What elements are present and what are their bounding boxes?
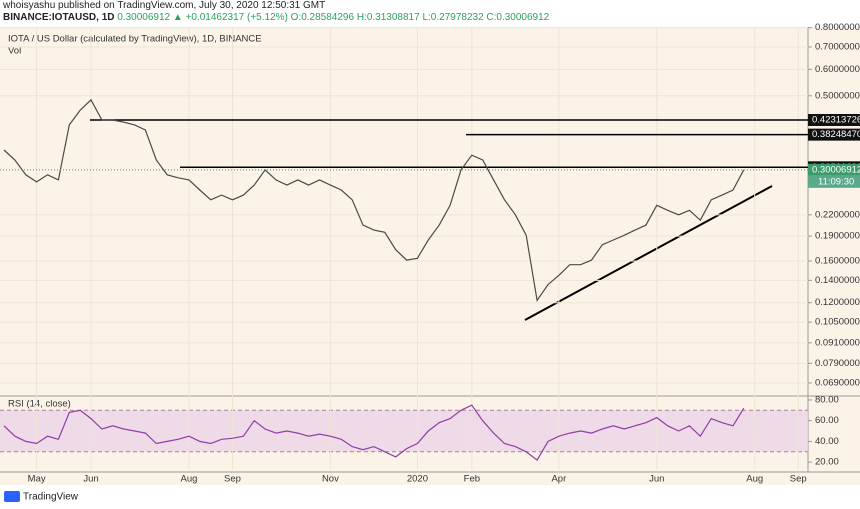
rsi-band	[0, 410, 808, 452]
change: ▲ +0.01462317 (+5.12%)	[172, 12, 288, 23]
x-tick-label: Jun	[649, 474, 664, 485]
y2-tick-label: 60.00	[815, 415, 839, 426]
level-tag	[808, 113, 860, 126]
footer-logo: TradingView	[4, 491, 79, 503]
x-tick-label: Aug	[181, 474, 198, 485]
price-line	[3, 98, 745, 302]
rsi-title: RSI (14, close)	[8, 399, 71, 410]
rsi-line	[3, 404, 745, 461]
x-tick-label: Jun	[83, 474, 98, 485]
x-tick-label: Apr	[551, 474, 566, 485]
last-price-label: 0.30006912	[812, 164, 860, 175]
last-price-tag	[808, 163, 860, 176]
logo-icon	[4, 491, 20, 502]
y-tick-label: 0.06900000	[815, 377, 860, 388]
brand: TradingView	[23, 492, 79, 503]
x-tick-label: Sep	[790, 474, 807, 485]
header: whoisyashu published on TradingView.com,…	[3, 0, 549, 24]
level-tag	[808, 128, 860, 141]
trend-line	[524, 185, 773, 321]
x-tick-label: Sep	[224, 474, 241, 485]
y2-tick-label: 20.00	[815, 457, 839, 468]
y2-tick-label: 80.00	[815, 394, 839, 405]
level-label: 0.42313726	[812, 115, 860, 126]
countdown-tag	[808, 175, 860, 188]
chart-bg	[0, 27, 860, 485]
low: L:0.27978232	[422, 12, 484, 23]
open: O:0.28584296	[290, 12, 355, 23]
x-tick-label: Feb	[464, 474, 480, 485]
x-tick-label: Nov	[322, 474, 339, 485]
countdown-label: 11:09:30	[818, 176, 854, 187]
level-label: 0.38248470	[812, 129, 860, 140]
x-tick-label: May	[28, 474, 46, 485]
series-title: IOTA / US Dollar (calculated by TradingV…	[8, 34, 262, 45]
x-tick-label: Aug	[746, 474, 763, 485]
last: 0.30006912	[117, 12, 171, 23]
high: H:0.31308817	[356, 12, 420, 23]
close: C:0.30006912	[486, 12, 550, 23]
volume-label: Vol	[8, 46, 21, 57]
publish-line: whoisyashu published on TradingView.com,…	[3, 0, 326, 11]
symbol: BINANCE:IOTAUSD, 1D	[3, 12, 115, 23]
x-tick-label: 2020	[407, 474, 428, 485]
y2-tick-label: 40.00	[815, 436, 839, 447]
quote-line: BINANCE:IOTAUSD, 1D 0.30006912 ▲ +0.0146…	[3, 12, 549, 24]
